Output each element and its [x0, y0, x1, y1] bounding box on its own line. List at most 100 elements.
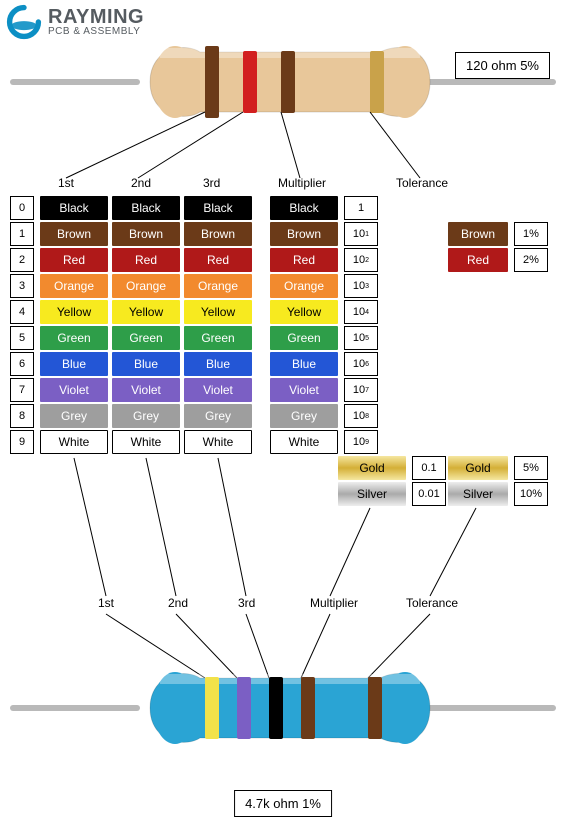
tol-row-red: Red2% — [444, 248, 548, 274]
mult-cell: Red — [270, 248, 338, 272]
top-resistor — [0, 22, 566, 142]
band2-cell: Violet — [112, 378, 180, 402]
band1-cell: Yellow — [40, 300, 108, 324]
mult-cell: Black — [270, 196, 338, 220]
tol-row-brown: Brown1% — [444, 222, 548, 248]
digit-cell: 2 — [10, 248, 34, 272]
digit-cell: 5 — [10, 326, 34, 350]
top-value-label: 120 ohm 5% — [455, 52, 550, 79]
mult-cell: Blue — [270, 352, 338, 376]
band2-cell: Black — [112, 196, 180, 220]
tolerance-extra-rows: Gold5%Silver10% — [444, 456, 548, 508]
hdr-b-mult: Multiplier — [310, 596, 358, 610]
band1-cell: Blue — [40, 352, 108, 376]
tol-extra-row-gold: Gold5% — [444, 456, 548, 482]
hdr-b-3rd: 3rd — [238, 596, 255, 610]
band3-cell: White — [184, 430, 252, 454]
column-headers-top: 1st 2nd 3rd Multiplier Tolerance — [0, 176, 566, 196]
extra-multiplier-rows: Gold0.1Silver0.01 — [338, 456, 452, 508]
digit-cell: 9 — [10, 430, 34, 454]
mult-cell: Grey — [270, 404, 338, 428]
hdr-2nd: 2nd — [131, 176, 151, 190]
hdr-mult: Multiplier — [278, 176, 326, 190]
band1-cell: Black — [40, 196, 108, 220]
digit-cell: 3 — [10, 274, 34, 298]
mult-value: 105 — [344, 326, 378, 350]
column-headers-bottom: 1st 2nd 3rd Multiplier Tolerance — [0, 596, 566, 616]
digit-cell: 6 — [10, 352, 34, 376]
mult-extra-row-silver: Silver0.01 — [338, 482, 452, 508]
mult-value: 103 — [344, 274, 378, 298]
mult-value: 101 — [344, 222, 378, 246]
band3-cell: Grey — [184, 404, 252, 428]
band2-cell: Grey — [112, 404, 180, 428]
tol-extra-row-silver: Silver10% — [444, 482, 548, 508]
band3-cell: Black — [184, 196, 252, 220]
mult-cell: Yellow — [270, 300, 338, 324]
band1-cell: Violet — [40, 378, 108, 402]
band3-cell: Yellow — [184, 300, 252, 324]
hdr-tol: Tolerance — [396, 176, 448, 190]
mult-value: 104 — [344, 300, 378, 324]
mult-value: 1 — [344, 196, 378, 220]
band3-cell: Blue — [184, 352, 252, 376]
color-row-white: 9WhiteWhiteWhiteWhite109 — [10, 430, 556, 456]
digit-cell: 1 — [10, 222, 34, 246]
band2-cell: Orange — [112, 274, 180, 298]
bottom-resistor — [0, 648, 566, 768]
band1-cell: White — [40, 430, 108, 454]
hdr-b-2nd: 2nd — [168, 596, 188, 610]
hdr-b-tol: Tolerance — [406, 596, 458, 610]
mult-extra-row-gold: Gold0.1 — [338, 456, 452, 482]
color-row-blue: 6BlueBlueBlueBlue106 — [10, 352, 556, 378]
band3-cell: Red — [184, 248, 252, 272]
mult-cell: Orange — [270, 274, 338, 298]
band1-cell: Green — [40, 326, 108, 350]
band1-cell: Orange — [40, 274, 108, 298]
band2-cell: Blue — [112, 352, 180, 376]
mult-value: 107 — [344, 378, 378, 402]
band3-cell: Brown — [184, 222, 252, 246]
tol-cell: Red — [448, 248, 508, 272]
band3-cell: Green — [184, 326, 252, 350]
mult-value: 106 — [344, 352, 378, 376]
digit-cell: 8 — [10, 404, 34, 428]
band2-cell: White — [112, 430, 180, 454]
mult-cell: Silver — [338, 482, 406, 506]
band2-cell: Red — [112, 248, 180, 272]
band2-cell: Yellow — [112, 300, 180, 324]
band2-cell: Brown — [112, 222, 180, 246]
mult-value: 108 — [344, 404, 378, 428]
tol-cell: Gold — [448, 456, 508, 480]
digit-cell: 0 — [10, 196, 34, 220]
color-row-grey: 8GreyGreyGreyGrey108 — [10, 404, 556, 430]
digit-cell: 4 — [10, 300, 34, 324]
mult-value: 102 — [344, 248, 378, 272]
band1-cell: Red — [40, 248, 108, 272]
tol-cell: Brown — [448, 222, 508, 246]
mult-cell: White — [270, 430, 338, 454]
color-row-orange: 3OrangeOrangeOrangeOrange103 — [10, 274, 556, 300]
mult-cell: Violet — [270, 378, 338, 402]
tol-value: 1% — [514, 222, 548, 246]
band3-cell: Orange — [184, 274, 252, 298]
mult-value: 0.1 — [412, 456, 446, 480]
digit-cell: 7 — [10, 378, 34, 402]
band2-cell: Green — [112, 326, 180, 350]
tolerance-rows: Brown1%Red2% — [444, 222, 548, 274]
mult-cell: Brown — [270, 222, 338, 246]
tol-value: 10% — [514, 482, 548, 506]
color-row-black: 0BlackBlackBlackBlack1 — [10, 196, 556, 222]
color-row-violet: 7VioletVioletVioletViolet107 — [10, 378, 556, 404]
band1-cell: Grey — [40, 404, 108, 428]
hdr-b-1st: 1st — [98, 596, 114, 610]
hdr-3rd: 3rd — [203, 176, 220, 190]
mult-value: 109 — [344, 430, 378, 454]
tol-cell: Silver — [448, 482, 508, 506]
mult-cell: Gold — [338, 456, 406, 480]
color-row-yellow: 4YellowYellowYellowYellow104 — [10, 300, 556, 326]
mult-value: 0.01 — [412, 482, 446, 506]
color-row-green: 5GreenGreenGreenGreen105 — [10, 326, 556, 352]
band3-cell: Violet — [184, 378, 252, 402]
tol-value: 5% — [514, 456, 548, 480]
